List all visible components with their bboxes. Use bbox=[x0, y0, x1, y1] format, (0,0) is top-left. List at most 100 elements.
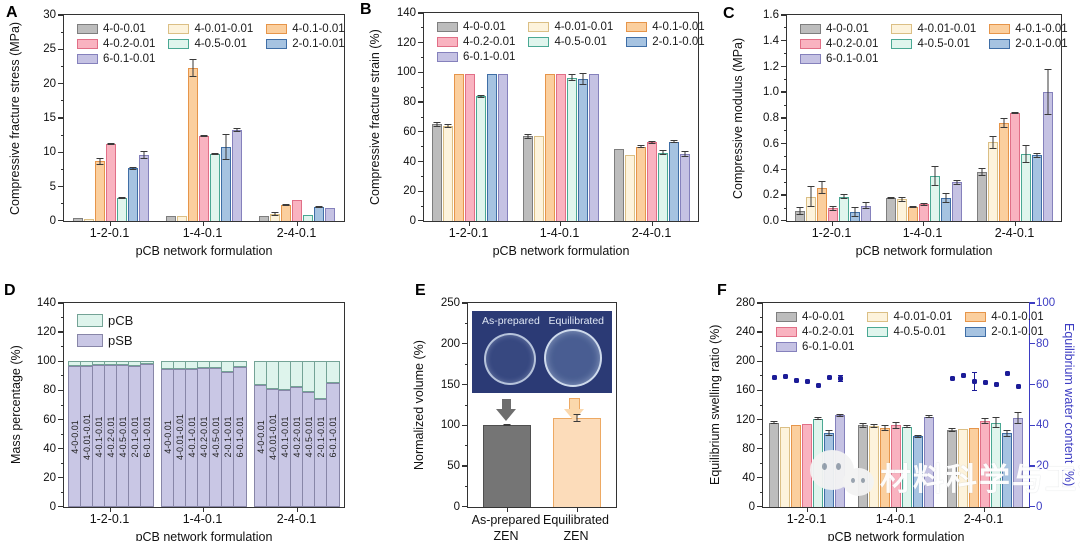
y-tick-mark bbox=[58, 219, 64, 221]
y-tick-mark bbox=[58, 82, 64, 85]
y-tick-mark bbox=[781, 39, 787, 42]
legend-item: pCB bbox=[77, 313, 133, 328]
bar bbox=[220, 133, 231, 221]
legend-item: 4-0.1-0.01 bbox=[989, 23, 1068, 35]
legend-swatch bbox=[891, 39, 913, 49]
legend-swatch bbox=[437, 22, 458, 32]
legend-item: 4-0.5-0.01 bbox=[891, 38, 976, 50]
y-minor-tick-mark bbox=[421, 146, 424, 148]
y-minor-tick-mark bbox=[61, 433, 64, 435]
legend-swatch bbox=[77, 54, 98, 64]
legend-swatch bbox=[626, 37, 648, 47]
y-tick-label: 5 bbox=[49, 180, 56, 193]
y-tick-label: 150 bbox=[440, 378, 460, 391]
bar bbox=[127, 166, 138, 221]
x-tick-mark bbox=[832, 221, 834, 226]
y-tick-mark bbox=[58, 418, 64, 421]
inset-label-equilibrated: Equilibrated bbox=[548, 315, 604, 327]
error-bar bbox=[96, 157, 104, 165]
legend-label: 4-0-0.01 bbox=[826, 23, 869, 35]
y-minor-tick-mark bbox=[61, 169, 64, 170]
x-tick-label: Equilibrated ZEN bbox=[542, 513, 610, 541]
sample-disc-as-prepared bbox=[484, 333, 536, 385]
bar bbox=[658, 150, 669, 221]
y-tick-mark bbox=[418, 41, 424, 44]
stacked-bar: 6-0.1-0.01 bbox=[232, 361, 247, 507]
bar bbox=[431, 122, 442, 221]
error-bar bbox=[992, 416, 1000, 429]
error-bar bbox=[568, 73, 576, 82]
error-bar bbox=[107, 142, 115, 146]
bar bbox=[1010, 111, 1021, 221]
bar bbox=[544, 73, 555, 221]
bar bbox=[835, 413, 846, 507]
legend-swatch bbox=[266, 24, 288, 34]
y-tick-mark bbox=[58, 185, 64, 188]
y-tick-label: 1.6 bbox=[763, 9, 779, 21]
x-axis-title: pCB network formulation bbox=[492, 244, 630, 258]
scatter-dot bbox=[804, 379, 810, 385]
bar bbox=[209, 153, 220, 221]
x-tick-label: 2-4-0.1 bbox=[994, 226, 1035, 240]
error-bar bbox=[315, 205, 323, 208]
legend-swatch bbox=[776, 327, 797, 337]
y-tick-mark bbox=[462, 424, 468, 426]
error-bar bbox=[637, 145, 645, 149]
y-minor-tick-mark bbox=[760, 317, 763, 319]
bar bbox=[802, 423, 813, 507]
bar-group bbox=[607, 13, 698, 221]
y-tick-mark bbox=[418, 219, 424, 221]
y-tick-mark bbox=[781, 194, 787, 196]
y-minor-tick-mark bbox=[784, 78, 787, 80]
stacked-bar: 4-0-0.01 bbox=[254, 361, 269, 507]
panel-e: E Normalized volume (%) As-prepared Equi… bbox=[357, 272, 682, 541]
bar-label: 2-0.1-0.01 bbox=[129, 416, 140, 458]
x-tick-label: 2-4-0.1 bbox=[631, 226, 672, 240]
error-bar bbox=[233, 128, 241, 133]
panel-letter-e: E bbox=[415, 282, 426, 299]
stacked-bar: 6-0.1-0.01 bbox=[139, 361, 154, 507]
x-tick-label: 1-4-0.1 bbox=[875, 512, 916, 526]
scatter-dot bbox=[1004, 370, 1010, 376]
legend: 4-0-0.01 4-0.01-0.01 4-0.1-0.01 4-0.2-0.01 4… bbox=[800, 23, 1068, 65]
scatter-dot bbox=[815, 383, 821, 389]
bar bbox=[924, 415, 934, 507]
bar bbox=[281, 204, 292, 221]
error-bar bbox=[948, 427, 956, 432]
error-bar bbox=[851, 206, 859, 218]
y-tick-label: 15 bbox=[43, 112, 56, 124]
panel-letter-f: F bbox=[717, 282, 727, 299]
y-tick-mark bbox=[781, 117, 787, 119]
error-bar bbox=[271, 212, 279, 217]
y-tick-label: 1.2 bbox=[763, 60, 779, 73]
error-bar bbox=[814, 417, 822, 421]
x-tick-label: As-prepared ZEN bbox=[471, 513, 541, 541]
y-tick-label: 40 bbox=[43, 442, 56, 455]
y-minor-tick-mark bbox=[61, 375, 64, 377]
legend-item: 4-0.5-0.01 bbox=[867, 326, 952, 338]
bar-label: 4-0-0.01 bbox=[69, 420, 80, 454]
error-bar bbox=[222, 133, 230, 160]
bar-group bbox=[251, 15, 344, 221]
y-minor-tick-mark bbox=[784, 104, 787, 106]
bar bbox=[94, 157, 105, 221]
bar bbox=[907, 205, 918, 221]
scatter-dot bbox=[971, 379, 977, 385]
y-tick-mark bbox=[781, 65, 787, 67]
bar-group bbox=[878, 15, 969, 221]
legend-item: 4-0.1-0.01 bbox=[266, 23, 345, 35]
x-tick-mark bbox=[984, 507, 986, 512]
y-minor-tick-mark bbox=[784, 181, 787, 183]
bar bbox=[138, 150, 149, 221]
segment-pcb bbox=[326, 361, 341, 384]
y-minor-tick-mark bbox=[784, 156, 787, 158]
y-tick-label: 50 bbox=[447, 460, 460, 473]
bar-label: 4-0-0.01 bbox=[162, 420, 173, 454]
bar bbox=[791, 425, 802, 507]
y-minor-tick-mark bbox=[421, 57, 424, 59]
bar bbox=[442, 123, 453, 221]
legend-swatch bbox=[800, 39, 821, 49]
x-axis-title: pCB network formulation bbox=[855, 244, 993, 258]
bar-label: 6-0.1-0.01 bbox=[328, 416, 339, 458]
y-tick-label: 140 bbox=[396, 7, 416, 19]
